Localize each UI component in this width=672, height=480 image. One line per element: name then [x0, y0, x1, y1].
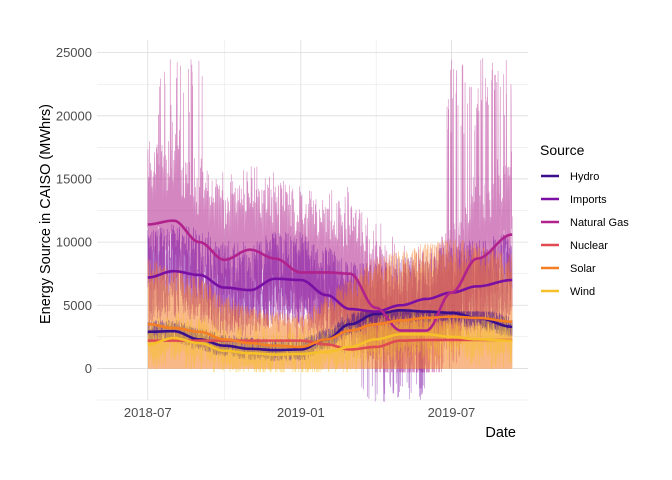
- legend-label: Natural Gas: [570, 217, 629, 229]
- legend-label: Solar: [570, 263, 596, 275]
- legend-title: Source: [540, 142, 585, 158]
- y-tick-label: 0: [85, 361, 92, 376]
- legend-label: Hydro: [570, 171, 599, 183]
- legend-label: Nuclear: [570, 240, 608, 252]
- raw-series-solar: [147, 239, 513, 369]
- legend-label: Wind: [570, 286, 595, 298]
- y-tick-label: 10000: [56, 235, 92, 250]
- y-axis-title: Energy Source in CAISO (MWhrs): [38, 104, 54, 324]
- y-axis-ticks: 0 5000 10000 15000 20000 25000: [56, 45, 92, 376]
- x-tick-label: 2018-07: [124, 405, 172, 420]
- raw-series-imports: [147, 224, 513, 402]
- x-axis-title: Date: [485, 425, 516, 441]
- x-axis-ticks: 2018-07 2019-01 2019-07: [124, 405, 475, 420]
- trend-line-natural-gas: [147, 219, 513, 332]
- y-tick-label: 20000: [56, 108, 92, 123]
- smooth-series-layer: [147, 219, 513, 356]
- y-tick-label: 15000: [56, 171, 92, 186]
- raw-series-layer: [147, 58, 513, 402]
- trend-line-wind: [147, 333, 513, 356]
- legend: Source Hydro Imports Natural Gas Nuclear Sol…: [540, 142, 629, 298]
- legend-label: Imports: [570, 194, 607, 206]
- y-tick-label: 25000: [56, 45, 92, 60]
- trend-line-solar: [147, 315, 513, 349]
- y-tick-label: 5000: [63, 298, 92, 313]
- trend-line-nuclear: [147, 338, 513, 351]
- x-tick-label: 2019-01: [277, 405, 325, 420]
- x-tick-label: 2019-07: [428, 405, 476, 420]
